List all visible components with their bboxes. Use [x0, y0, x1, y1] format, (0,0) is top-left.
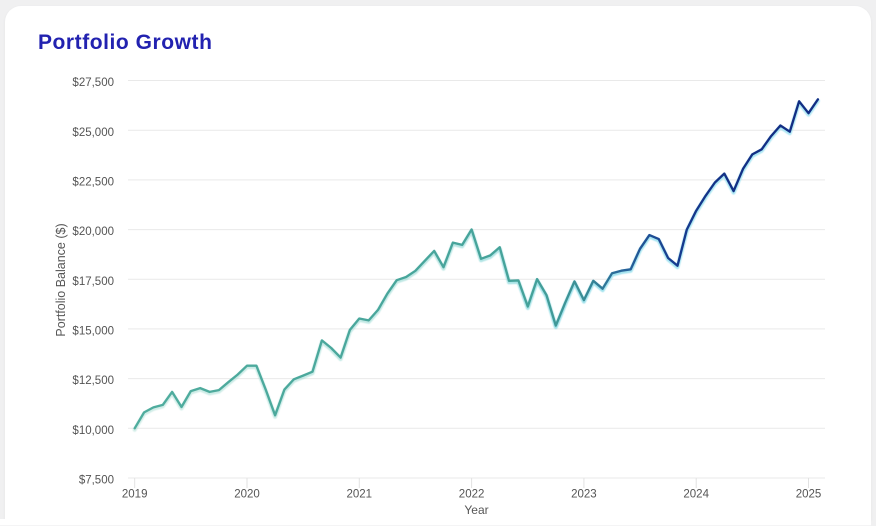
svg-text:$17,500: $17,500 — [72, 276, 114, 288]
svg-text:2024: 2024 — [683, 489, 709, 501]
svg-text:$20,000: $20,000 — [72, 226, 114, 238]
svg-text:2023: 2023 — [571, 489, 597, 501]
svg-text:$7,500: $7,500 — [79, 475, 114, 487]
svg-text:2025: 2025 — [796, 489, 822, 501]
svg-text:Year: Year — [464, 503, 488, 517]
svg-text:2019: 2019 — [122, 489, 148, 501]
svg-text:2022: 2022 — [459, 489, 485, 501]
svg-text:$25,000: $25,000 — [72, 127, 114, 139]
svg-text:$27,500: $27,500 — [72, 77, 114, 89]
svg-text:2020: 2020 — [234, 489, 260, 501]
svg-text:$12,500: $12,500 — [72, 375, 114, 387]
svg-text:$15,000: $15,000 — [72, 326, 114, 338]
svg-text:$22,500: $22,500 — [72, 177, 114, 189]
svg-text:2021: 2021 — [347, 489, 373, 501]
svg-text:Portfolio Balance ($): Portfolio Balance ($) — [54, 223, 68, 336]
svg-text:$10,000: $10,000 — [72, 425, 114, 437]
